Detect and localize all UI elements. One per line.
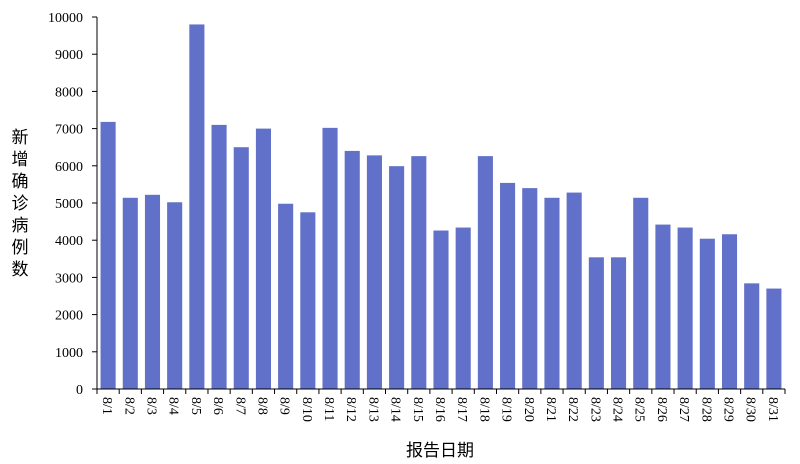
y-tick-label: 1000 — [55, 346, 83, 361]
bar-8-18 — [477, 156, 493, 389]
x-tick-label: 8/27 — [676, 397, 691, 422]
bar-8-31 — [766, 288, 782, 389]
x-tick-label: 8/18 — [476, 397, 491, 422]
x-tick-label: 8/26 — [654, 397, 669, 422]
bar-8-3 — [144, 194, 161, 389]
x-tick-label: 8/20 — [521, 397, 536, 422]
y-tick-label: 8000 — [55, 85, 83, 100]
x-tick-label: 8/28 — [698, 397, 713, 422]
y-tick-label: 7000 — [55, 123, 83, 138]
bar-8-27 — [677, 227, 693, 389]
y-tick-label: 4000 — [55, 234, 83, 249]
y-axis-title: 新增确诊病例数 — [12, 128, 29, 280]
x-tick-label: 8/2 — [121, 397, 136, 415]
bar-8-16 — [433, 230, 449, 389]
x-tick-label: 8/6 — [210, 397, 225, 415]
x-tick-label: 8/14 — [388, 397, 403, 422]
bar-8-4 — [167, 202, 183, 389]
bar-8-8 — [255, 128, 271, 389]
x-tick-label: 8/10 — [299, 397, 314, 422]
bar-8-1 — [100, 121, 116, 390]
y-tick-label: 3000 — [55, 271, 83, 286]
x-tick-label: 8/4 — [166, 397, 181, 415]
x-tick-label: 8/24 — [610, 397, 625, 422]
x-tick-label: 8/23 — [587, 397, 602, 422]
bar-8-26 — [655, 224, 671, 389]
y-axis-ticks: 0 1000 2000 3000 4000 5000 6000 7000 8000 9000 100… — [48, 11, 97, 398]
x-tick-label: 8/16 — [432, 397, 447, 422]
bar-8-21 — [544, 197, 560, 389]
bar-8-22 — [566, 192, 582, 389]
x-tick-label: 8/19 — [499, 397, 514, 422]
bar-8-28 — [699, 238, 715, 389]
y-tick-label: 5000 — [55, 197, 83, 212]
bar-8-24 — [611, 257, 627, 389]
x-tick-label: 8/30 — [743, 397, 758, 422]
bar-8-20 — [522, 188, 538, 389]
bar-8-6 — [211, 124, 227, 389]
y-tick-label: 2000 — [55, 309, 83, 324]
y-tick-label: 6000 — [55, 160, 83, 175]
x-tick-label: 8/5 — [188, 397, 203, 415]
bar-8-7 — [233, 147, 249, 389]
x-axis-title: 报告日期 — [406, 441, 474, 461]
x-tick-label: 8/12 — [343, 397, 358, 422]
bar-8-12 — [344, 150, 360, 389]
bar-8-2 — [122, 197, 138, 389]
bar-8-17 — [455, 227, 471, 389]
bars — [100, 24, 782, 390]
x-tick-label: 8/3 — [143, 397, 158, 415]
bar-8-14 — [389, 166, 405, 389]
y-tick-label: 10000 — [48, 11, 83, 26]
x-tick-label: 8/21 — [543, 397, 558, 422]
x-tick-label: 8/8 — [254, 397, 269, 415]
x-tick-label: 8/9 — [277, 397, 292, 415]
x-tick-label: 8/25 — [632, 397, 647, 422]
bar-8-15 — [411, 156, 427, 389]
bar-8-30 — [744, 283, 760, 389]
bar-8-11 — [322, 127, 338, 390]
bar-8-19 — [500, 182, 516, 389]
bar-8-25 — [633, 197, 649, 389]
x-tick-label: 8/29 — [721, 397, 736, 422]
x-tick-label: 8/7 — [232, 397, 247, 415]
x-tick-label: 8/17 — [454, 397, 469, 422]
x-tick-label: 8/31 — [765, 397, 780, 422]
x-tick-label: 8/22 — [565, 397, 580, 422]
x-axis-ticks: 8/1 8/2 8/3 8/4 8/5 8/6 8/7 8/8 8/9 8/10 8/11 8/12 8… — [96, 389, 786, 422]
x-tick-label: 8/11 — [321, 397, 336, 421]
bar-8-13 — [366, 155, 382, 389]
bar-8-23 — [588, 257, 604, 389]
x-tick-label: 8/13 — [365, 397, 380, 422]
bar-8-5 — [189, 24, 205, 389]
bar-8-9 — [278, 203, 294, 389]
bar-8-10 — [300, 212, 316, 389]
x-tick-label: 8/1 — [99, 397, 114, 415]
y-tick-label: 9000 — [55, 48, 83, 63]
y-tick-label: 0 — [76, 383, 83, 398]
x-tick-label: 8/15 — [410, 397, 425, 422]
bar-8-29 — [721, 234, 738, 389]
